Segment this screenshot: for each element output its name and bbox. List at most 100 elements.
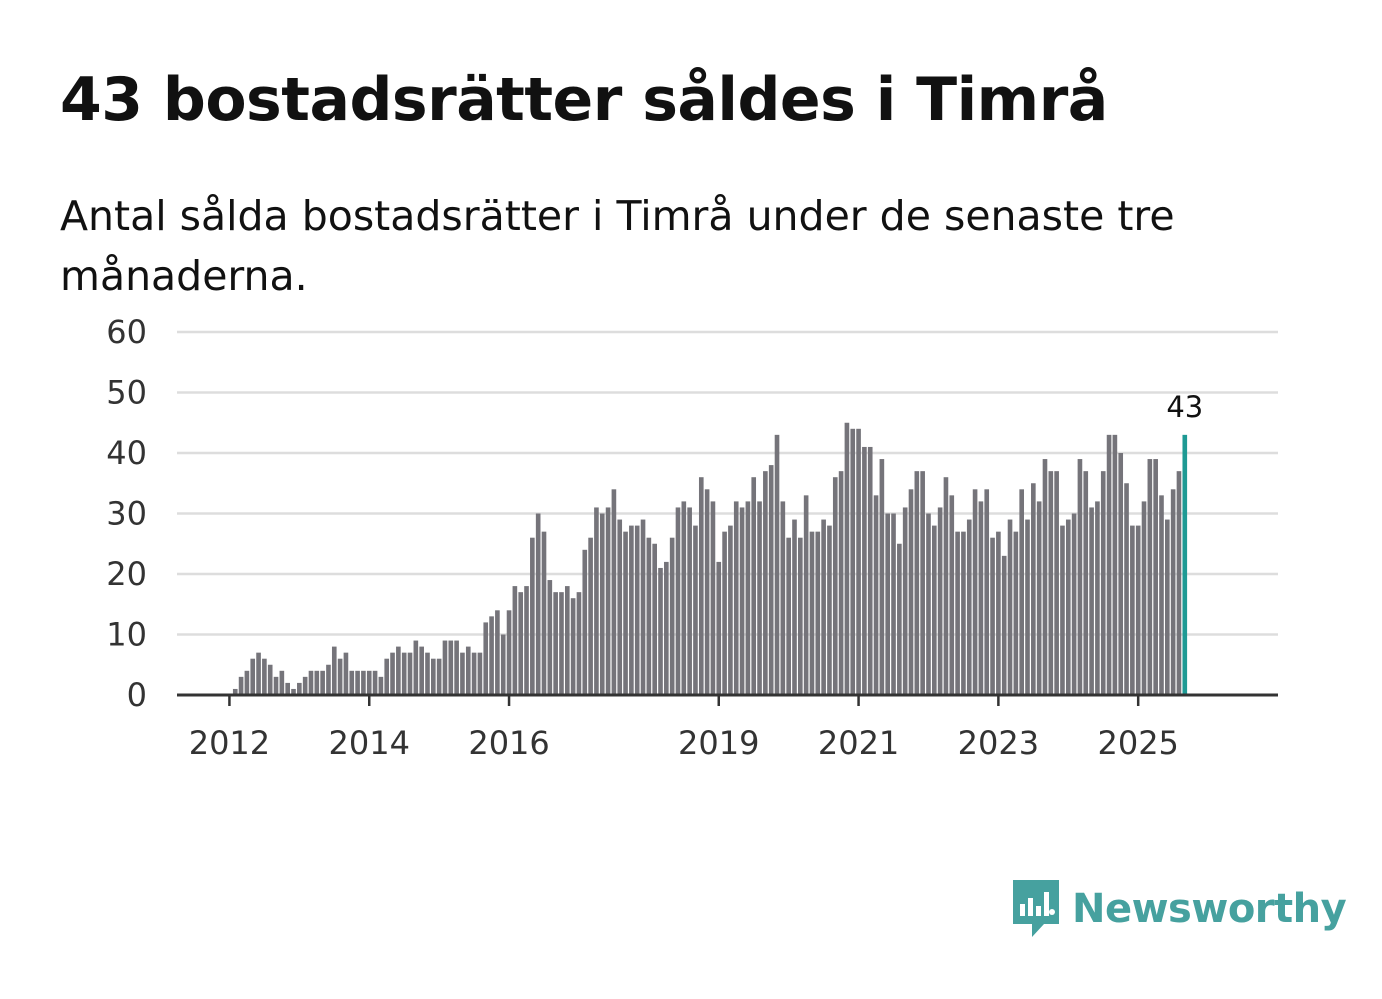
bar <box>570 598 576 695</box>
bar <box>658 567 663 695</box>
bar <box>442 640 448 695</box>
bar <box>1065 519 1071 695</box>
bar <box>349 670 355 695</box>
bar <box>949 495 955 695</box>
bar <box>273 676 279 695</box>
bar <box>733 501 739 695</box>
bar <box>984 489 990 695</box>
bar <box>897 543 902 695</box>
y-tick-label: 60 <box>106 313 147 351</box>
bar <box>681 501 687 695</box>
bar <box>279 670 285 695</box>
chart-title: 43 bostadsrätter såldes i Timrå <box>60 65 1108 135</box>
bar <box>1025 519 1030 695</box>
brand-logo: Newsworthy <box>1010 878 1347 940</box>
bar <box>920 471 925 695</box>
bar <box>792 519 797 695</box>
x-tick-label: 2023 <box>958 724 1039 762</box>
bar <box>623 531 628 695</box>
bar <box>302 676 308 695</box>
bar <box>931 525 937 695</box>
bar <box>780 501 786 695</box>
bar <box>1118 453 1124 695</box>
x-tick-label: 2016 <box>468 724 549 762</box>
chart-subtitle: Antal sålda bostadsrätter i Timrå under … <box>60 192 1175 300</box>
bar <box>687 507 692 695</box>
bar <box>815 531 821 695</box>
bar <box>582 549 588 695</box>
bar <box>1083 471 1089 695</box>
bar <box>1170 489 1176 695</box>
bar <box>285 682 290 695</box>
bar <box>390 652 395 695</box>
y-tick-label: 30 <box>106 495 147 533</box>
bar <box>1112 434 1118 695</box>
bar <box>355 670 360 695</box>
bar <box>1165 519 1170 695</box>
bar <box>862 446 867 695</box>
bar <box>646 537 652 695</box>
bar <box>576 592 582 695</box>
bar <box>634 525 640 695</box>
bar <box>937 507 943 695</box>
bar <box>471 652 477 695</box>
y-tick-label: 10 <box>106 616 147 654</box>
bar <box>605 507 611 695</box>
bar <box>1077 459 1083 695</box>
bar <box>401 652 407 695</box>
bar <box>599 513 605 695</box>
bar <box>559 592 564 695</box>
bar <box>978 501 984 695</box>
bar <box>803 495 809 695</box>
x-tick-label: 2012 <box>189 724 270 762</box>
bar <box>1124 483 1129 695</box>
bar <box>955 531 960 695</box>
bar <box>372 670 378 695</box>
bar <box>1019 489 1024 695</box>
bar <box>664 561 669 695</box>
bar <box>640 519 646 695</box>
bar <box>751 477 757 695</box>
bar <box>1100 471 1106 695</box>
bar <box>297 682 302 695</box>
bar <box>267 664 273 695</box>
bar <box>413 640 419 695</box>
bar <box>1013 531 1019 695</box>
bar <box>378 676 384 695</box>
bar <box>594 507 599 695</box>
bar <box>891 513 896 695</box>
bar <box>1048 471 1054 695</box>
bar <box>1159 495 1164 695</box>
x-tick-label: 2014 <box>329 724 410 762</box>
bar <box>483 622 489 695</box>
bar <box>745 501 751 695</box>
bar <box>885 513 891 695</box>
bar <box>774 434 780 695</box>
bar <box>693 525 698 695</box>
highlight-value-label: 43 <box>1166 390 1203 424</box>
bar <box>1031 483 1036 695</box>
bar <box>448 640 454 695</box>
bar <box>238 676 244 695</box>
bar <box>652 543 657 695</box>
bar <box>1106 434 1112 695</box>
bar <box>530 537 535 695</box>
bar <box>827 525 832 695</box>
newsworthy-logo-icon <box>1013 880 1059 937</box>
bar <box>809 531 815 695</box>
bar <box>250 658 256 695</box>
bar <box>698 477 704 695</box>
bar <box>337 658 343 695</box>
bar <box>798 537 803 695</box>
bar <box>564 586 570 695</box>
bar <box>553 592 558 695</box>
bar <box>1001 555 1007 695</box>
bar <box>1036 501 1042 695</box>
bar <box>757 501 762 695</box>
bar <box>990 537 995 695</box>
bar <box>1130 525 1135 695</box>
bar <box>972 489 978 695</box>
x-tick-label: 2025 <box>1097 724 1178 762</box>
bar <box>454 640 459 695</box>
bar <box>669 537 675 695</box>
